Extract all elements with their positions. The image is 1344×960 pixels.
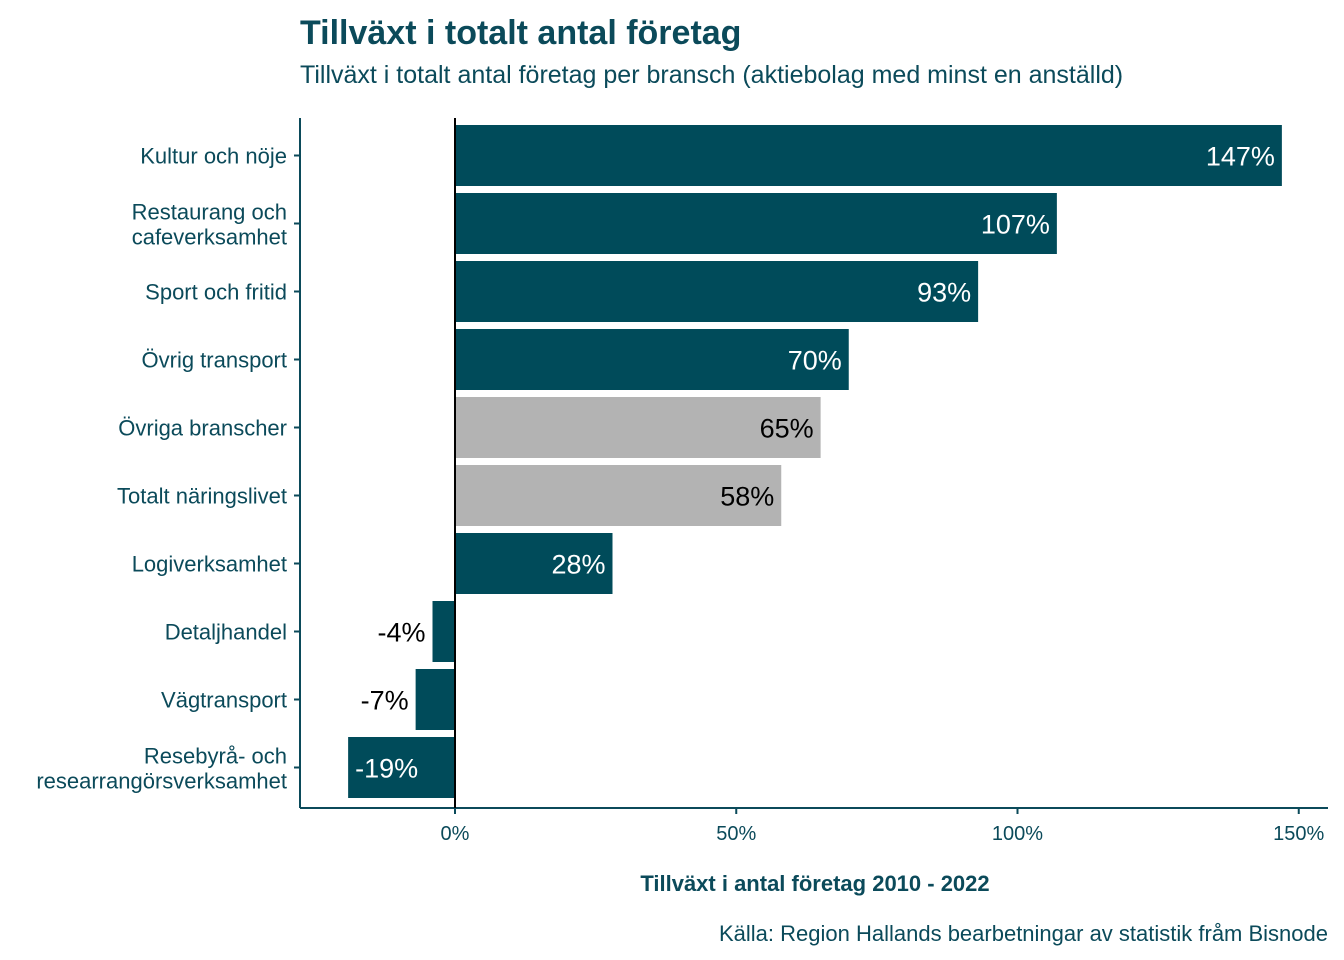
category-label: Resebyrå- och researrangörsverksamhet — [36, 744, 287, 794]
category-label: Logiverksamhet — [132, 552, 287, 577]
bar — [455, 261, 979, 322]
data-label: -4% — [377, 618, 425, 648]
data-label: 93% — [917, 278, 971, 308]
data-label: -19% — [355, 754, 418, 784]
x-axis-label: Tillväxt i antal företag 2010 - 2022 — [640, 871, 989, 896]
data-label: 28% — [551, 550, 605, 580]
bar — [455, 329, 849, 390]
chart-subtitle: Tillväxt i totalt antal företag per bran… — [300, 61, 1123, 89]
data-label: 107% — [981, 210, 1050, 240]
category-label: Sport och fritid — [145, 280, 287, 305]
category-label: Vägtransport — [161, 688, 287, 713]
bar — [455, 397, 821, 458]
data-label: 147% — [1206, 142, 1275, 172]
plot-area: 0% 50% 100% 150% Kultur och nöje 147% Restaura… — [36, 118, 1328, 845]
category-label: Övrig transport — [142, 348, 288, 373]
bar — [348, 737, 455, 798]
data-label: 65% — [760, 414, 814, 444]
category-label: Restaurang och cafeverksamhet — [132, 200, 287, 250]
bar — [415, 669, 455, 730]
bar — [455, 125, 1282, 186]
category-label: Kultur och nöje — [140, 144, 287, 169]
chart-caption: Källa: Region Hallands bearbetningar av … — [719, 921, 1328, 946]
bar — [455, 533, 613, 594]
data-label: -7% — [361, 686, 409, 716]
bar — [455, 465, 782, 526]
chart-title: Tillväxt i totalt antal företag — [300, 14, 741, 52]
data-label: 58% — [720, 482, 774, 512]
category-label: Totalt näringslivet — [117, 484, 287, 509]
bar — [432, 601, 455, 662]
data-label: 70% — [788, 346, 842, 376]
bar — [455, 193, 1057, 254]
category-label: Detaljhandel — [165, 620, 287, 645]
x-tick-label: 150% — [1273, 823, 1324, 845]
category-label: Övriga branscher — [118, 416, 287, 441]
x-tick-label: 100% — [992, 823, 1043, 845]
x-tick-label: 0% — [441, 823, 470, 845]
x-tick-label: 50% — [716, 823, 756, 845]
